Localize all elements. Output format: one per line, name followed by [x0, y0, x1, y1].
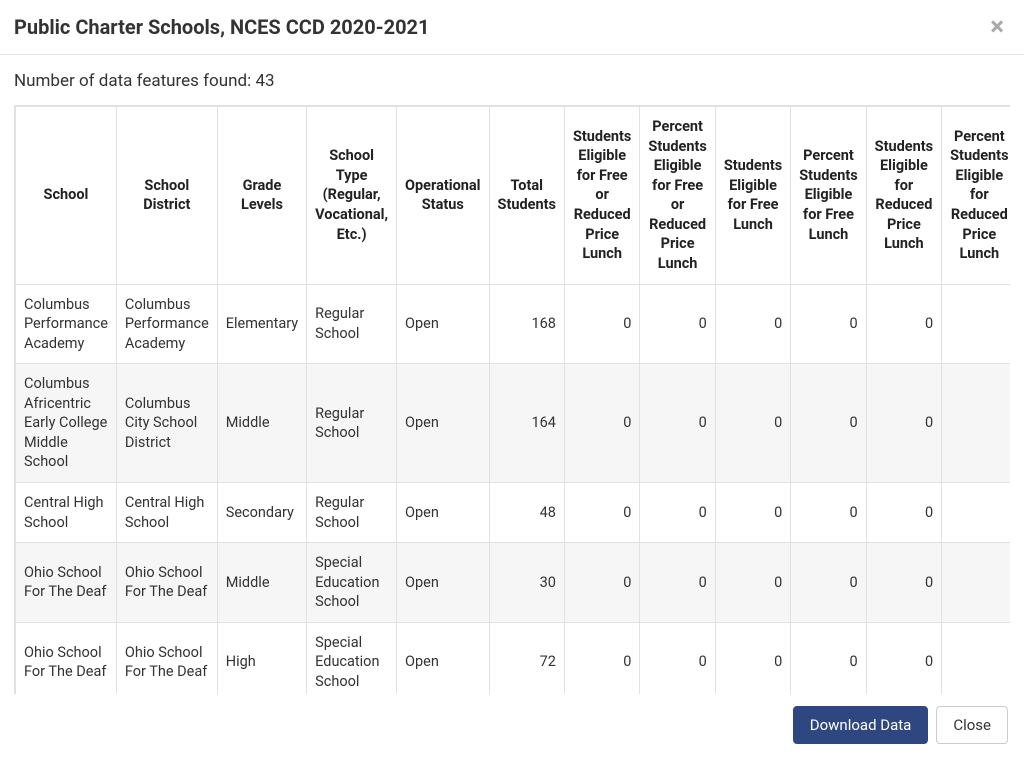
close-icon[interactable]: × — [986, 14, 1008, 40]
table-cell: 0 — [564, 364, 639, 483]
table-cell: Regular School — [307, 284, 397, 364]
table-cell — [942, 284, 1010, 364]
table-cell — [942, 483, 1010, 543]
table-cell: Open — [397, 364, 489, 483]
column-header[interactable]: Operational Status — [397, 107, 489, 285]
table-cell: 0 — [791, 284, 866, 364]
column-header[interactable]: Total Students — [489, 107, 564, 285]
table-body: Columbus Performance AcademyColumbus Per… — [16, 284, 1011, 702]
table-cell: Regular School — [307, 483, 397, 543]
table-cell: Secondary — [217, 483, 306, 543]
table-cell: 0 — [715, 284, 790, 364]
table-cell: Ohio School For The Deaf — [16, 622, 117, 702]
table-cell: 0 — [640, 543, 715, 623]
column-header[interactable]: School — [16, 107, 117, 285]
table-cell: 0 — [715, 622, 790, 702]
table-cell — [942, 622, 1010, 702]
table-cell: Open — [397, 483, 489, 543]
table-cell: 0 — [866, 543, 941, 623]
table-header-row: SchoolSchool DistrictGrade LevelsSchool … — [16, 107, 1011, 285]
data-table-wrap: SchoolSchool DistrictGrade LevelsSchool … — [14, 105, 1010, 704]
dialog-title: Public Charter Schools, NCES CCD 2020-20… — [14, 15, 430, 39]
table-cell: Ohio School For The Deaf — [16, 543, 117, 623]
table-cell: Columbus Africentric Early College Middl… — [16, 364, 117, 483]
column-header[interactable]: Grade Levels — [217, 107, 306, 285]
table-cell: 0 — [715, 364, 790, 483]
table-cell: Open — [397, 543, 489, 623]
table-cell: 164 — [489, 364, 564, 483]
table-cell: Middle — [217, 543, 306, 623]
table-cell: Columbus Performance Academy — [16, 284, 117, 364]
table-cell: 0 — [715, 543, 790, 623]
result-count-label: Number of data features found: — [14, 71, 255, 91]
table-cell: 0 — [640, 483, 715, 543]
table-row[interactable]: Columbus Africentric Early College Middl… — [16, 364, 1011, 483]
column-header[interactable]: Percent Students Eligible for Free Lunch — [791, 107, 866, 285]
table-cell: 0 — [866, 284, 941, 364]
table-cell: 0 — [640, 364, 715, 483]
column-header[interactable]: Students Eligible for Reduced Price Lunc… — [866, 107, 941, 285]
table-cell: 168 — [489, 284, 564, 364]
table-cell — [942, 364, 1010, 483]
data-table: SchoolSchool DistrictGrade LevelsSchool … — [15, 106, 1010, 703]
table-cell: Columbus City School District — [116, 364, 217, 483]
dialog-header: Public Charter Schools, NCES CCD 2020-20… — [0, 0, 1024, 55]
column-header[interactable]: School Type (Regular, Vocational, Etc.) — [307, 107, 397, 285]
table-cell: Columbus Performance Academy — [116, 284, 217, 364]
table-cell: Special Education School — [307, 543, 397, 623]
table-cell: 0 — [715, 483, 790, 543]
table-row[interactable]: Central High SchoolCentral High SchoolSe… — [16, 483, 1011, 543]
table-row[interactable]: Ohio School For The DeafOhio School For … — [16, 622, 1011, 702]
table-cell: 0 — [866, 364, 941, 483]
table-cell: High — [217, 622, 306, 702]
column-header[interactable]: Students Eligible for Free or Reduced Pr… — [564, 107, 639, 285]
table-cell: 0 — [866, 622, 941, 702]
table-cell — [942, 543, 1010, 623]
table-cell: 0 — [791, 622, 866, 702]
dialog-footer: Download Data Close — [0, 694, 1024, 758]
table-cell: 0 — [564, 543, 639, 623]
table-cell: 0 — [791, 543, 866, 623]
table-cell: 0 — [791, 483, 866, 543]
table-cell: Ohio School For The Deaf — [116, 622, 217, 702]
download-data-button[interactable]: Download Data — [793, 706, 929, 744]
table-cell: Middle — [217, 364, 306, 483]
table-cell: Open — [397, 284, 489, 364]
table-cell: 0 — [564, 284, 639, 364]
table-head: SchoolSchool DistrictGrade LevelsSchool … — [16, 107, 1011, 285]
table-row[interactable]: Columbus Performance AcademyColumbus Per… — [16, 284, 1011, 364]
table-cell: 0 — [564, 622, 639, 702]
table-cell: 30 — [489, 543, 564, 623]
table-cell: Central High School — [16, 483, 117, 543]
table-cell: 0 — [640, 622, 715, 702]
table-cell: 0 — [866, 483, 941, 543]
table-cell: Elementary — [217, 284, 306, 364]
column-header[interactable]: Percent Students Eligible for Reduced Pr… — [942, 107, 1010, 285]
table-cell: 48 — [489, 483, 564, 543]
table-cell: Ohio School For The Deaf — [116, 543, 217, 623]
column-header[interactable]: Percent Students Eligible for Free or Re… — [640, 107, 715, 285]
result-count: Number of data features found: 43 — [0, 55, 1024, 105]
result-count-value: 43 — [255, 71, 274, 91]
table-cell: Central High School — [116, 483, 217, 543]
table-cell: 0 — [564, 483, 639, 543]
table-cell: Regular School — [307, 364, 397, 483]
column-header[interactable]: School District — [116, 107, 217, 285]
table-cell: Special Education School — [307, 622, 397, 702]
table-cell: 0 — [791, 364, 866, 483]
column-header[interactable]: Students Eligible for Free Lunch — [715, 107, 790, 285]
table-cell: 72 — [489, 622, 564, 702]
table-cell: Open — [397, 622, 489, 702]
table-cell: 0 — [640, 284, 715, 364]
table-row[interactable]: Ohio School For The DeafOhio School For … — [16, 543, 1011, 623]
close-button[interactable]: Close — [936, 706, 1008, 744]
